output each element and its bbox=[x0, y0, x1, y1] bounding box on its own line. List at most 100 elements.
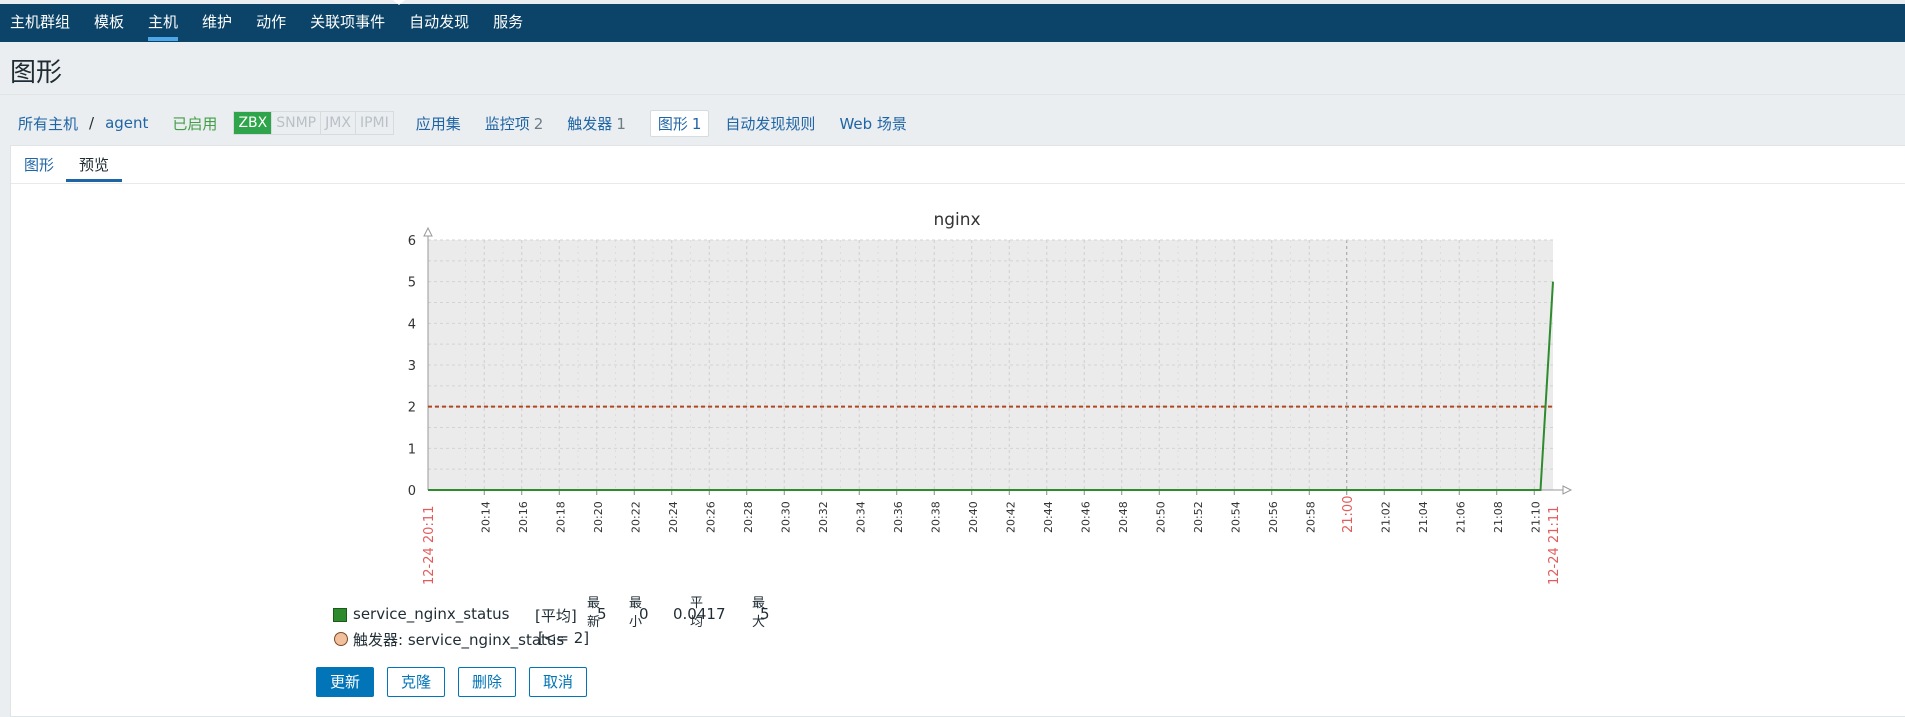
x-tick-label: 21:08 bbox=[1492, 501, 1505, 533]
x-tick-label: 21:00 bbox=[1341, 496, 1356, 533]
x-tick-label: 20:56 bbox=[1267, 501, 1280, 533]
nav-item[interactable]: 关联项事件 bbox=[310, 13, 386, 31]
x-tick-label: 20:16 bbox=[517, 501, 530, 533]
breadcrumb-separator: / bbox=[89, 114, 95, 132]
x-tick-label: 20:52 bbox=[1192, 501, 1205, 533]
x-tick-label: 20:36 bbox=[892, 501, 905, 533]
delete-button[interactable]: 删除 bbox=[458, 667, 517, 697]
tab-graph[interactable]: 图形 bbox=[24, 156, 55, 174]
legend-function: [平均] bbox=[535, 607, 577, 625]
tab-preview[interactable]: 预览 bbox=[79, 156, 110, 174]
x-tick-label: 20:54 bbox=[1229, 501, 1242, 533]
stat-header-last: 最新 bbox=[587, 596, 601, 630]
host-tab[interactable]: 监控项 2 bbox=[485, 113, 544, 134]
x-tick-label: 20:46 bbox=[1079, 501, 1092, 533]
host-navigation: 所有主机 / agent 已启用 ZBX SNMP JMX IPMI 应用集 监控项 2 触… bbox=[18, 109, 931, 137]
y-tick-label: 3 bbox=[408, 359, 416, 374]
host-tab-count: 1 bbox=[691, 114, 702, 133]
x-tick-label: 20:30 bbox=[779, 501, 792, 533]
host-tab-label: 应用集 bbox=[415, 114, 461, 133]
trigger-color-swatch bbox=[334, 632, 348, 646]
host-tab[interactable]: Web 场景 bbox=[839, 113, 906, 134]
subtabs: 图形 预览 bbox=[11, 146, 1905, 184]
x-tick-label: 20:34 bbox=[854, 501, 867, 533]
host-tab-label: 图形 bbox=[657, 114, 688, 133]
x-tick-label: 20:18 bbox=[554, 501, 567, 533]
host-tab-count: 2 bbox=[533, 114, 544, 133]
x-tick-label: 20:40 bbox=[967, 501, 980, 533]
stat-header-avg: 平均 bbox=[690, 596, 704, 630]
top-navigation: 主机群组 模板 主机 维护 动作 关联项事件 自动发现 服务 bbox=[0, 0, 1905, 42]
x-tick-label: 20:44 bbox=[1042, 501, 1055, 533]
legend-series-name: service_nginx_status bbox=[353, 605, 510, 623]
top-nav-items: 主机群组 模板 主机 维护 动作 关联项事件 自动发现 服务 bbox=[0, 4, 535, 42]
y-tick-label: 6 bbox=[408, 234, 416, 249]
host-tab[interactable]: 图形 1 bbox=[649, 109, 710, 137]
badge-jmx: JMX bbox=[321, 112, 356, 134]
page-title: 图形 bbox=[10, 58, 63, 88]
stat-max: 5 bbox=[760, 605, 770, 623]
x-tick-label: 20:42 bbox=[1004, 501, 1017, 533]
nav-item[interactable]: 维护 bbox=[202, 13, 233, 31]
x-axis-arrow-icon bbox=[1562, 485, 1573, 495]
host-tab-label: 监控项 bbox=[484, 114, 530, 133]
nav-item[interactable]: 主机群组 bbox=[10, 13, 71, 31]
x-tick-label: 21:10 bbox=[1529, 501, 1542, 533]
host-tab-label: 自动发现规则 bbox=[725, 114, 816, 133]
nav-item[interactable]: 模板 bbox=[94, 13, 125, 31]
y-tick-label: 1 bbox=[408, 442, 416, 457]
nav-item[interactable]: 服务 bbox=[493, 13, 524, 31]
stat-header-max: 最大 bbox=[752, 596, 766, 630]
x-tick-label: 20:24 bbox=[667, 501, 680, 533]
stat-avg: 0.0417 bbox=[673, 605, 726, 623]
y-tick-label: 2 bbox=[408, 401, 416, 416]
x-tick-label: 20:58 bbox=[1304, 501, 1317, 533]
x-tick-label: 20:22 bbox=[629, 501, 642, 533]
badge-ipmi: IPMI bbox=[359, 115, 389, 131]
host-tab[interactable]: 自动发现规则 bbox=[725, 113, 815, 134]
host-status[interactable]: 已启用 bbox=[172, 114, 218, 133]
x-tick-label: 21:04 bbox=[1417, 501, 1430, 533]
nav-item[interactable]: 自动发现 bbox=[409, 13, 470, 31]
stat-last: 5 bbox=[597, 605, 607, 623]
nav-caret-icon bbox=[393, 0, 405, 5]
y-tick-label: 0 bbox=[408, 484, 416, 499]
host-tabs: 应用集 监控项 2 触发器 1 图形 1 自动发现规则 Web 场景 bbox=[416, 109, 931, 137]
stat-header-min: 最小 bbox=[629, 596, 643, 630]
x-tick-label: 20:28 bbox=[742, 501, 755, 533]
stat-min: 0 bbox=[639, 605, 649, 623]
series-line bbox=[428, 281, 1554, 491]
active-tab-indicator bbox=[66, 179, 122, 182]
x-tick-label: 20:32 bbox=[817, 501, 830, 533]
update-button[interactable]: 更新 bbox=[316, 667, 375, 697]
nav-item[interactable]: 动作 bbox=[256, 13, 287, 31]
host-tab[interactable]: 触发器 1 bbox=[567, 113, 626, 134]
x-end-label: 12-24 21:11 bbox=[1547, 506, 1562, 585]
availability-badges: ZBX SNMP JMX IPMI bbox=[233, 111, 394, 135]
legend-trigger-name: 触发器: service_nginx_status bbox=[353, 631, 565, 649]
legend-trigger-condition: [<= 2] bbox=[538, 629, 590, 647]
x-tick-label: 20:14 bbox=[479, 501, 492, 533]
x-tick-label: 21:06 bbox=[1454, 501, 1467, 533]
x-tick-label: 20:26 bbox=[704, 501, 717, 533]
x-tick-label: 20:20 bbox=[592, 501, 605, 533]
badge-snmp: SNMP bbox=[272, 112, 322, 134]
host-tab[interactable]: 应用集 bbox=[416, 113, 461, 134]
x-tick-label: 21:02 bbox=[1379, 501, 1392, 533]
divider bbox=[0, 94, 1905, 95]
x-tick-label: 20:50 bbox=[1154, 501, 1167, 533]
cancel-button[interactable]: 取消 bbox=[529, 667, 588, 697]
breadcrumb-all-hosts[interactable]: 所有主机 bbox=[18, 114, 79, 133]
y-tick-label: 4 bbox=[408, 317, 416, 332]
series-color-swatch bbox=[333, 608, 347, 622]
x-start-label: 12-24 20:11 bbox=[422, 506, 437, 585]
clone-button[interactable]: 克隆 bbox=[387, 667, 446, 697]
y-axis-arrow-icon bbox=[423, 226, 433, 237]
breadcrumb-host[interactable]: agent bbox=[105, 114, 149, 132]
y-tick-label: 5 bbox=[408, 276, 416, 291]
chart-title: nginx bbox=[933, 210, 980, 230]
nav-item[interactable]: 主机 bbox=[136, 4, 190, 42]
x-tick-label: 20:48 bbox=[1117, 501, 1130, 533]
x-tick-label: 20:38 bbox=[929, 501, 942, 533]
form-buttons: 更新 克隆 删除 取消 bbox=[316, 667, 600, 697]
